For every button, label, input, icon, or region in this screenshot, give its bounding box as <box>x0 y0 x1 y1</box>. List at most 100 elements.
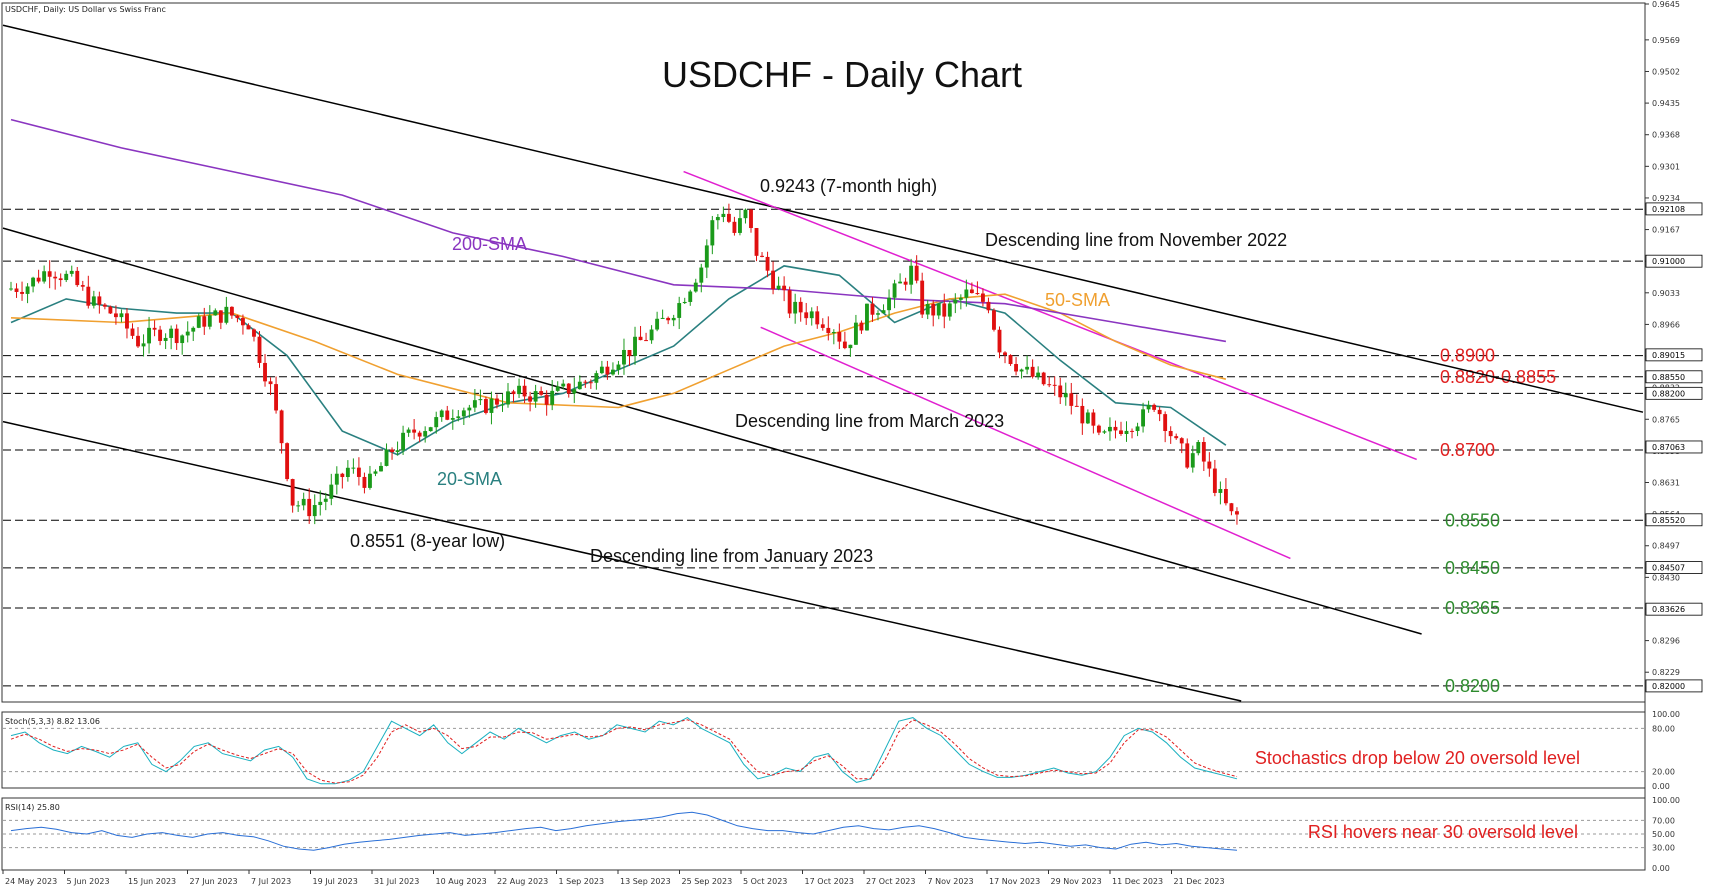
label-trend-mar-2023: Descending line from March 2023 <box>735 411 1004 431</box>
candle-body-71 <box>401 432 406 451</box>
candle-body-80 <box>450 418 455 420</box>
candle-body-189 <box>1052 384 1057 386</box>
candle-body-145 <box>809 311 814 319</box>
candle-body-216 <box>1201 442 1206 462</box>
candle-body-2 <box>20 291 24 294</box>
candle-body-148 <box>826 327 831 334</box>
candle-body-8 <box>53 276 58 279</box>
candle-body-32 <box>185 331 190 336</box>
candle-body-33 <box>191 327 196 332</box>
candle-body-74 <box>417 432 422 437</box>
level-label-2: 0.8900 <box>1440 346 1495 366</box>
level-label-6: 0.8550 <box>1445 510 1500 530</box>
candle-body-108 <box>605 366 610 375</box>
candle-body-221 <box>1229 503 1234 512</box>
price-tick-label-13: 0.8765 <box>1652 415 1680 424</box>
stoch-tick-1: 80.00 <box>1652 724 1675 733</box>
rsi-tick-4: 0.00 <box>1652 864 1670 873</box>
price-highlight-label-6: 0.85520 <box>1652 516 1685 525</box>
label-trend-nov-2022: Descending line from November 2022 <box>985 230 1287 250</box>
level-label-8: 0.8365 <box>1445 598 1500 618</box>
candle-body-204 <box>1135 426 1140 432</box>
candle-body-185 <box>1030 366 1035 377</box>
price-tick-label-6: 0.9234 <box>1652 194 1680 203</box>
candle-body-79 <box>445 410 450 420</box>
candle-body-208 <box>1157 409 1162 415</box>
candle-body-90 <box>506 391 510 405</box>
candle-body-184 <box>1025 366 1030 370</box>
candle-body-113 <box>633 336 637 356</box>
price-tick-label-15: 0.8631 <box>1652 479 1680 488</box>
time-tick-label-16: 17 Nov 2023 <box>989 877 1040 886</box>
annotation-8-year-low: 0.8551 (8-year low) <box>350 531 505 551</box>
candle-body-14 <box>86 286 91 306</box>
candle-body-89 <box>500 404 505 406</box>
level-label-5: 0.8700 <box>1440 440 1495 460</box>
candle-body-76 <box>428 427 433 432</box>
candle-body-13 <box>80 285 85 287</box>
stoch-tick-2: 20.00 <box>1652 768 1675 777</box>
candle-body-193 <box>1074 405 1079 407</box>
candle-body-179 <box>997 329 1002 353</box>
candle-body-18 <box>108 306 113 314</box>
candle-body-65 <box>368 473 372 488</box>
candle-body-28 <box>163 337 168 341</box>
rsi-panel: 100.00 70.00 50.00 30.00 0.00 <box>3 796 1680 873</box>
candle-body-147 <box>820 324 825 328</box>
candle-body-131 <box>732 221 737 233</box>
chart-title: USDCHF - Daily Chart <box>662 54 1022 95</box>
stoch-title: Stoch(5,3,3) 8.82 13.06 <box>5 717 100 726</box>
candle-body-203 <box>1130 430 1134 432</box>
time-tick-label-14: 27 Oct 2023 <box>866 877 915 886</box>
candle-body-222 <box>1235 511 1239 515</box>
candle-body-60 <box>340 473 345 478</box>
candle-body-144 <box>804 312 809 319</box>
candle-body-207 <box>1152 404 1157 410</box>
trendline-4 <box>760 326 1291 560</box>
candle-body-102 <box>572 389 577 394</box>
candle-body-43 <box>246 325 251 330</box>
stochastic-panel: 100.00 80.00 20.00 0.00 <box>3 710 1680 791</box>
candle-body-197 <box>1096 425 1101 433</box>
candle-body-110 <box>616 364 621 370</box>
candle-body-61 <box>345 467 350 478</box>
candle-body-72 <box>406 429 411 433</box>
candle-body-149 <box>831 332 836 334</box>
price-tick-label-18: 0.8430 <box>1652 573 1680 582</box>
price-highlight-label-4: 0.88200 <box>1652 389 1685 398</box>
time-tick-label-2: 15 Jun 2023 <box>128 877 176 886</box>
candle-body-217 <box>1207 461 1212 469</box>
candle-body-38 <box>218 310 223 323</box>
candle-body-37 <box>213 310 218 316</box>
candle-body-120 <box>671 317 676 321</box>
price-tick-label-1: 0.9569 <box>1652 36 1680 45</box>
time-tick-label-11: 25 Sep 2023 <box>682 877 733 886</box>
candle-body-155 <box>865 303 869 331</box>
candle-body-206 <box>1146 404 1151 410</box>
candle-body-125 <box>699 267 704 283</box>
candle-body-5 <box>36 277 41 282</box>
candle-body-130 <box>726 213 731 222</box>
candle-body-158 <box>881 310 886 314</box>
rsi-line-0 <box>10 811 1238 851</box>
price-highlight-box-3 <box>1645 370 1703 384</box>
candle-body-75 <box>423 431 428 437</box>
candle-body-112 <box>627 349 632 356</box>
price-highlight-box-5 <box>1645 440 1703 454</box>
candle-body-86 <box>483 399 488 413</box>
candle-body-174 <box>969 289 974 294</box>
candle-body-123 <box>688 291 693 302</box>
candle-body-192 <box>1069 393 1074 406</box>
time-axis: 24 May 2023 5 Jun 2023 15 Jun 2023 27 Jun 2… <box>2 870 1225 886</box>
sma-line-2 <box>10 118 1227 343</box>
price-highlight-box-6 <box>1645 513 1703 527</box>
candle-body-172 <box>958 297 963 300</box>
candle-body-168 <box>936 303 941 316</box>
time-tick-label-7: 10 Aug 2023 <box>436 877 487 886</box>
price-tick-label-4: 0.9368 <box>1652 131 1680 140</box>
candle-body-140 <box>782 285 787 291</box>
candle-body-78 <box>439 410 444 418</box>
candle-body-115 <box>644 340 648 342</box>
label-20-sma: 20-SMA <box>437 469 502 489</box>
